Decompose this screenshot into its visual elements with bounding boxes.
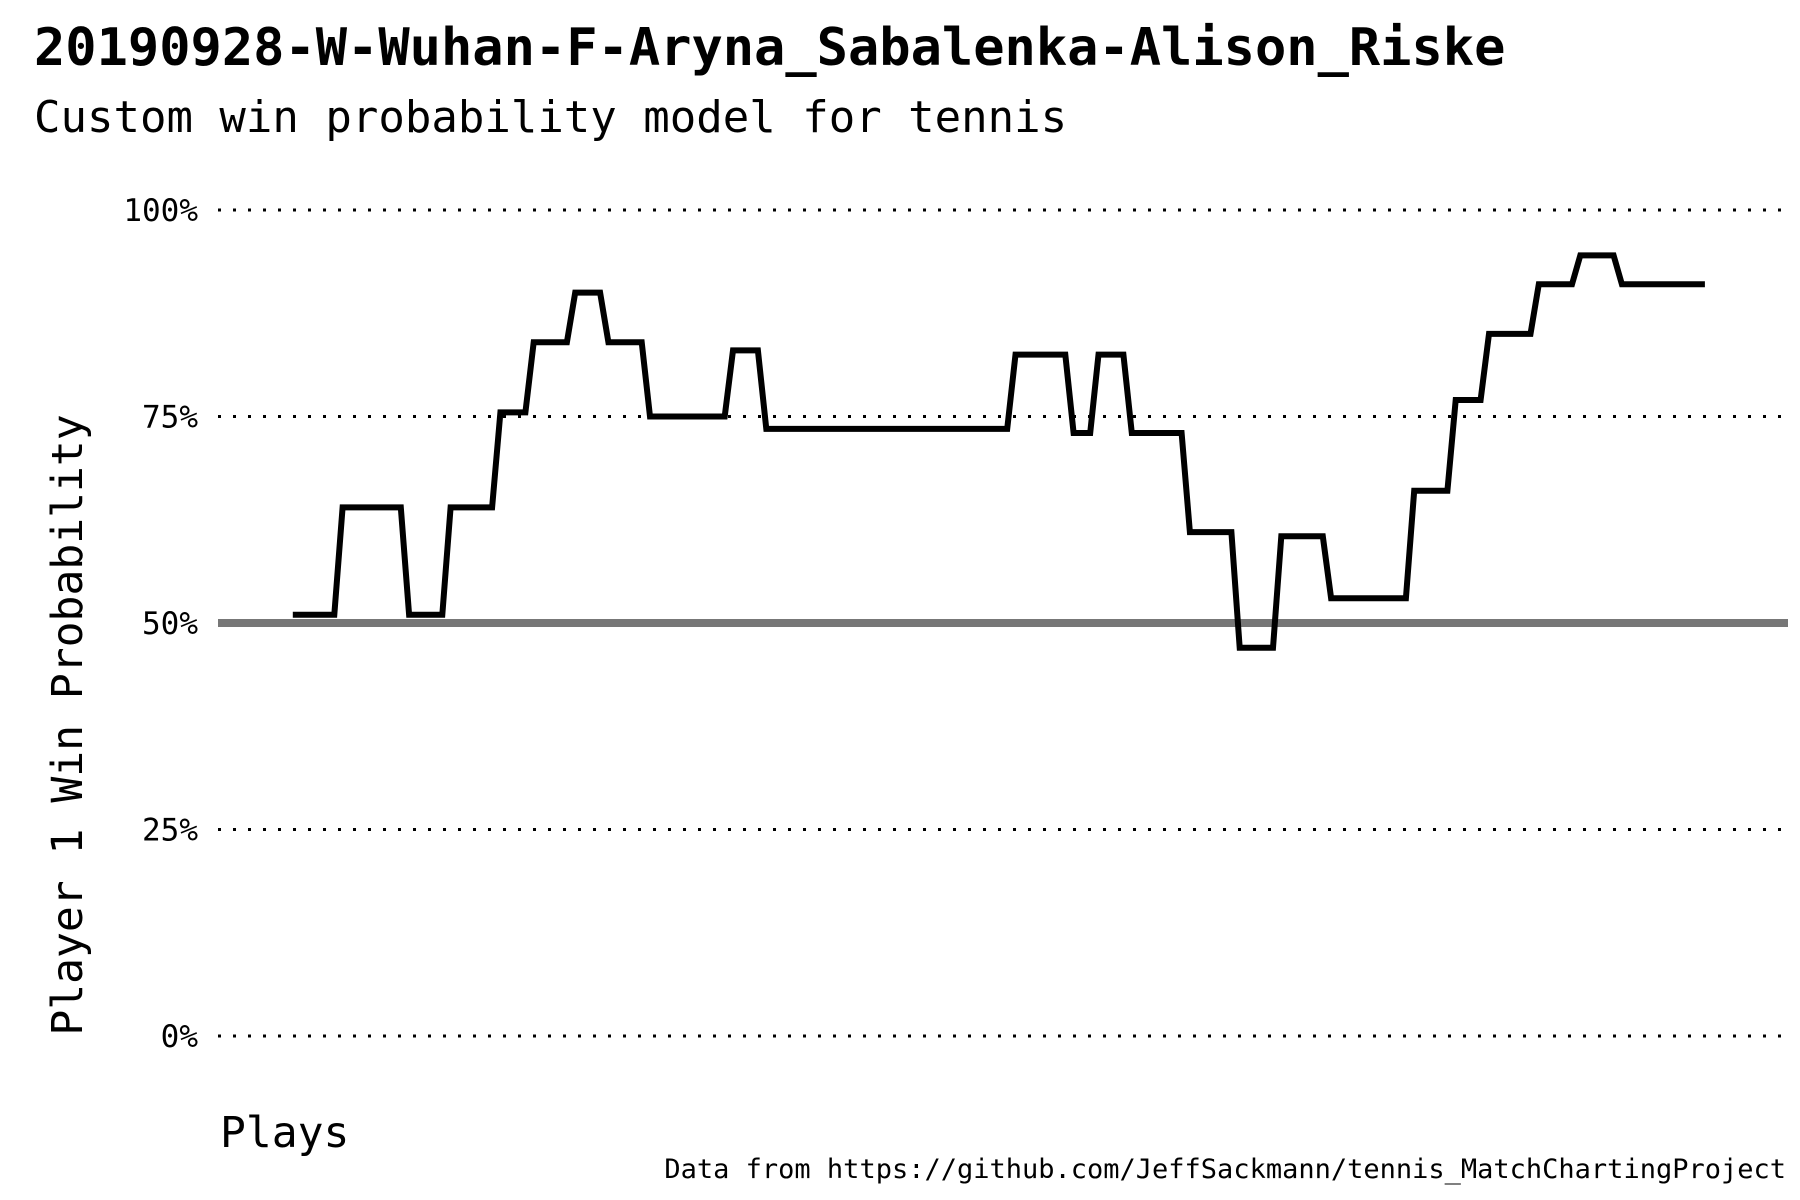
series-group [292,252,1705,651]
y-tick-labels: 0% 25% 50% 75% 100% [123,193,198,1055]
win-probability-line [292,252,1705,651]
y-tick-label: 50% [142,606,198,642]
chart-title: 20190928-W-Wuhan-F-Aryna_Sabalenka-Aliso… [34,18,1506,78]
y-axis-label: Player 1 Win Probability [43,414,93,1035]
y-tick-label: 75% [142,400,198,436]
y-tick-label: 0% [161,1019,199,1055]
y-tick-label: 25% [142,813,198,849]
chart-subtitle: Custom win probability model for tennis [34,92,1068,143]
y-tick-label: 100% [123,193,198,229]
data-source-caption: Data from https://github.com/JeffSackman… [664,1154,1786,1185]
x-axis-label: Plays [220,1108,349,1158]
